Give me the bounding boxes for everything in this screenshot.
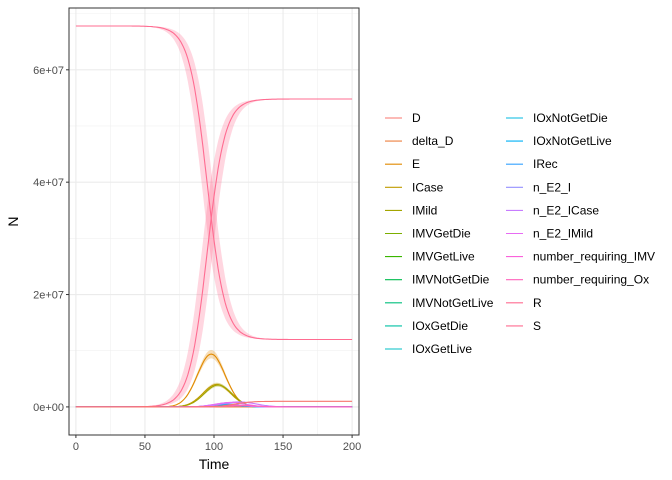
plot-panel [69,8,359,435]
legend-label-E: E [412,157,420,171]
legend-label-delta_D: delta_D [412,134,454,148]
legend-label-IOxNotGetLive: IOxNotGetLive [533,134,612,148]
legend-label-R: R [533,296,542,310]
x-tick-label: 0 [73,441,79,453]
legend-label-ICase: ICase [412,180,444,194]
y-tick-label: 6e+07 [33,65,64,77]
y-tick-label: 4e+07 [33,177,64,189]
y-axis-ticks: 0e+00 2e+07 4e+07 6e+07 [33,65,69,414]
legend-label-n_E2_I: n_E2_I [533,180,571,194]
legend-label-IMVGetDie: IMVGetDie [412,227,471,241]
x-axis-ticks: 0 50 100 150 200 [73,435,361,453]
legend-label-n_E2_ICase: n_E2_ICase [533,203,599,217]
x-tick-label: 150 [274,441,292,453]
legend-label-number_requiring_Ox: number_requiring_Ox [533,273,649,287]
legend-label-IMVGetLive: IMVGetLive [412,250,475,264]
x-tick-label: 100 [205,441,223,453]
legend-label-S: S [533,319,541,333]
legend-label-IMVNotGetDie: IMVNotGetDie [412,273,490,287]
legend-label-n_E2_IMild: n_E2_IMild [533,227,593,241]
series-line-D_cumulative [75,400,353,408]
legend-label-D: D [412,111,421,125]
x-tick-label: 50 [139,441,151,453]
y-tick-label: 2e+07 [33,290,64,302]
y-tick-label: 0e+00 [33,402,64,414]
legend-label-IOxNotGetDie: IOxNotGetDie [533,111,608,125]
x-tick-label: 200 [343,441,361,453]
legend-label-IOxGetDie: IOxGetDie [412,319,468,333]
legend-label-IRec: IRec [533,157,558,171]
y-axis-title: N [5,216,21,226]
x-axis-title: Time [199,456,230,472]
series-line-S [75,25,353,341]
legend-label-IMVNotGetLive: IMVNotGetLive [412,296,494,310]
legend-label-IOxGetLive: IOxGetLive [412,342,472,356]
legend-label-number_requiring_IMV: number_requiring_IMV [533,250,655,264]
series-lines [75,25,353,408]
legend-label-IMild: IMild [412,203,437,217]
